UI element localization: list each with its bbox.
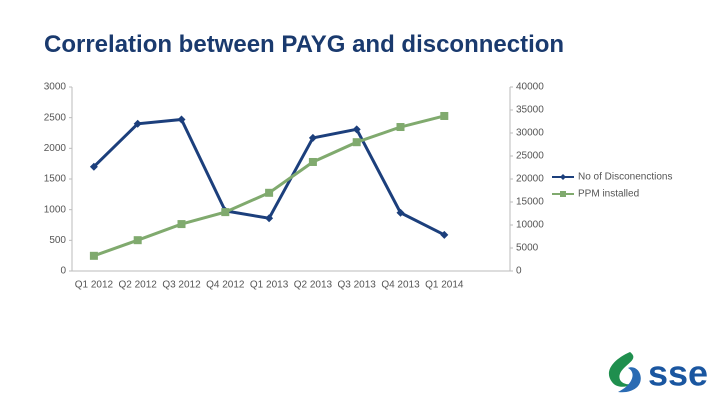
y2-tick-label: 15000	[516, 197, 544, 208]
y2-tick-label: 25000	[516, 151, 544, 162]
y2-tick-label: 30000	[516, 128, 544, 139]
y-tick-label: 1000	[44, 204, 67, 215]
y2-tick-label: 0	[516, 266, 522, 277]
marker	[308, 157, 317, 166]
marker	[265, 188, 274, 197]
y-tick-label: 2000	[44, 143, 67, 154]
marker	[221, 208, 230, 217]
x-tick-label: Q4 2012	[206, 280, 245, 291]
series-line	[93, 114, 445, 258]
y-tick-label: 3000	[44, 82, 67, 93]
x-tick-label: Q1 2012	[75, 280, 114, 291]
marker	[440, 111, 449, 120]
x-tick-label: Q1 2013	[250, 280, 289, 291]
y2-tick-label: 20000	[516, 174, 544, 185]
y2-tick-label: 35000	[516, 105, 544, 116]
marker	[352, 138, 361, 147]
marker	[265, 214, 274, 223]
marker	[89, 251, 98, 260]
x-tick-label: Q3 2013	[338, 280, 377, 291]
legend-marker	[560, 191, 566, 197]
y-tick-label: 2500	[44, 112, 67, 123]
x-tick-label: Q2 2012	[119, 280, 158, 291]
x-tick-label: Q4 2013	[381, 280, 420, 291]
logo-swirl	[608, 352, 634, 387]
chart-title: Correlation between PAYG and disconnecti…	[44, 31, 564, 58]
marker	[133, 119, 142, 128]
x-tick-label: Q1 2014	[425, 280, 464, 291]
y2-tick-label: 10000	[516, 220, 544, 231]
legend-label: No of Disconenctions	[578, 172, 673, 183]
logo: sse	[608, 352, 708, 394]
marker	[396, 123, 405, 132]
y2-tick-label: 40000	[516, 82, 544, 93]
marker	[89, 162, 98, 171]
marker	[177, 220, 186, 229]
legend-marker	[560, 174, 566, 180]
marker	[440, 230, 449, 239]
x-tick-label: Q3 2012	[162, 280, 201, 291]
logo-text: sse	[648, 353, 708, 394]
marker	[308, 133, 317, 142]
logo-swirl	[618, 367, 641, 393]
marker	[133, 236, 142, 245]
y-tick-label: 0	[60, 266, 66, 277]
marker	[177, 115, 186, 124]
marker	[396, 208, 405, 217]
legend-label: PPM installed	[578, 189, 639, 200]
marker	[352, 125, 361, 134]
y-tick-label: 500	[49, 235, 66, 246]
x-tick-label: Q2 2013	[294, 280, 333, 291]
y-tick-label: 1500	[44, 174, 67, 185]
y2-tick-label: 5000	[516, 243, 539, 254]
